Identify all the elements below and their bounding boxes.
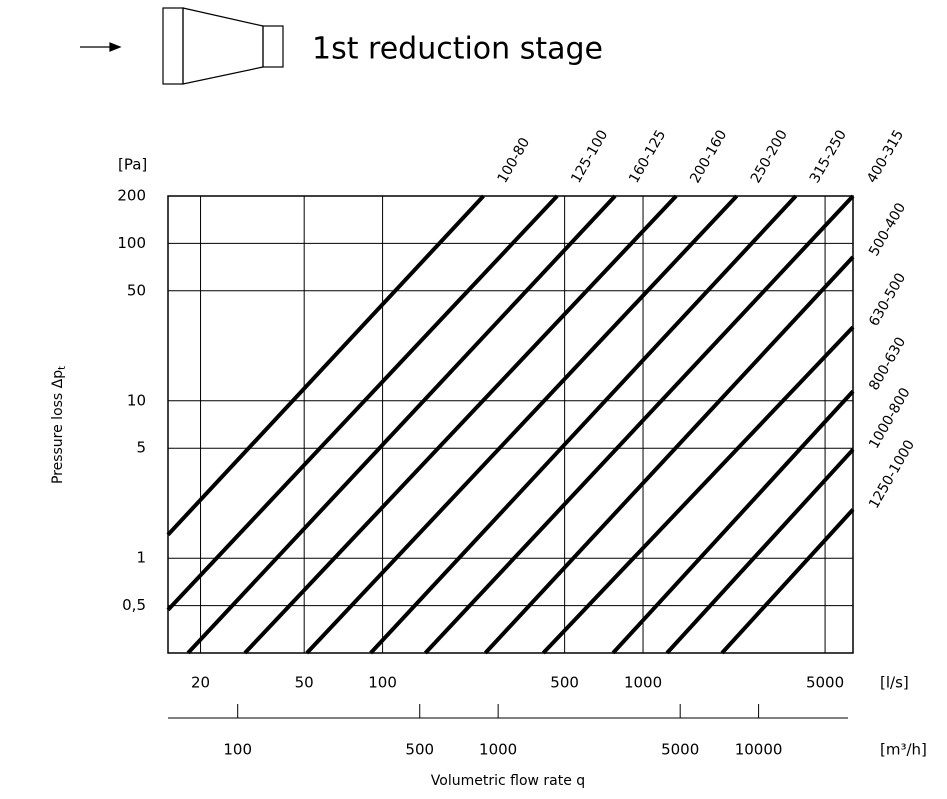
series-line — [369, 194, 798, 655]
x-tick-label: 5000 — [806, 674, 844, 692]
series-label: 200-160 — [687, 127, 730, 186]
y-tick-label: 10 — [127, 391, 146, 409]
x2-tick-label: 100 — [223, 741, 252, 759]
series-label: 315-250 — [807, 127, 850, 186]
series-line — [611, 389, 855, 655]
x2-tick-label: 5000 — [661, 741, 699, 759]
reducer-icon — [80, 7, 284, 85]
x2-tick-label: 1000 — [479, 741, 517, 759]
x-unit: [l/s] — [880, 674, 909, 692]
series-line — [243, 194, 678, 655]
x-tick-label: 20 — [191, 674, 210, 692]
series-label: 800-630 — [866, 335, 909, 394]
x-tick-label: 1000 — [624, 674, 662, 692]
x2-unit: [m³/h] — [880, 741, 927, 759]
x-tick-label: 500 — [550, 674, 579, 692]
y-label-main: Pressure loss Δp — [50, 370, 66, 484]
series-line — [665, 448, 855, 655]
series-line — [166, 194, 559, 612]
series-line — [720, 508, 855, 655]
series-label: 500-400 — [866, 200, 909, 259]
series-label: 630-500 — [866, 270, 909, 329]
x-tick-label: 100 — [368, 674, 397, 692]
series-line — [483, 255, 855, 655]
y-label-sub: t — [57, 366, 68, 370]
series-line — [423, 194, 855, 655]
series-line — [166, 194, 485, 537]
series-line — [541, 325, 855, 655]
series-label: 125-100 — [568, 127, 611, 186]
y-label: Pressure loss Δpt — [50, 366, 68, 484]
y-unit: [Pa] — [118, 156, 147, 174]
y-tick-label: 100 — [117, 234, 146, 252]
series-line — [305, 194, 739, 655]
chart-title: 1st reduction stage — [312, 32, 603, 67]
series-label: 160-125 — [626, 127, 669, 186]
series-label: 400-315 — [864, 127, 907, 186]
x-label: Volumetric flow rate q — [431, 773, 585, 789]
x2-tick-label: 500 — [405, 741, 434, 759]
series-label: 250-200 — [748, 127, 791, 186]
x2-tick-label: 10000 — [735, 741, 783, 759]
y-tick-label: 0,5 — [122, 596, 146, 614]
y-tick-label: 50 — [127, 281, 146, 299]
x-tick-label: 50 — [295, 674, 314, 692]
y-tick-label: 1 — [136, 549, 146, 567]
series-label: 100-80 — [495, 135, 534, 186]
series-line — [186, 194, 617, 655]
y-tick-label: 200 — [117, 187, 146, 205]
y-tick-label: 5 — [136, 439, 146, 457]
